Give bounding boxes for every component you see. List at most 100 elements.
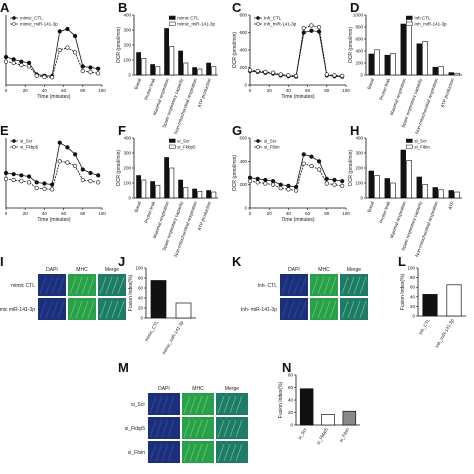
micrograph-streak [39, 300, 47, 319]
bar [178, 179, 184, 199]
data-point [3, 170, 9, 176]
micrograph-streak [111, 276, 119, 295]
y-tick-label: 0 [244, 83, 247, 88]
data-point [247, 175, 253, 180]
data-point [42, 74, 47, 79]
bar [197, 190, 203, 199]
bar [374, 49, 380, 76]
micrograph-streak [281, 276, 289, 295]
y-tick-label: 0 [412, 314, 415, 319]
data-point [317, 29, 322, 34]
bar-chart-N: 0 20 40 60 80 Fusion Index(%) si_Scr si_Fkbp5 si… [278, 373, 360, 446]
bar [169, 167, 175, 199]
y-tick-label: 400 [355, 49, 363, 54]
x-tick-label: 0 [5, 211, 8, 216]
legend-label: si_Scr [177, 138, 190, 143]
bar [384, 54, 390, 76]
micrograph-streak [293, 300, 301, 319]
data-point [42, 186, 47, 191]
micrograph-streak [189, 443, 197, 462]
y-tick-label: 60 [138, 286, 144, 291]
micrograph-streak [45, 276, 53, 295]
micrograph-header: Merge [225, 386, 239, 392]
y-tick-label: 400 [239, 48, 247, 53]
bar [150, 64, 156, 76]
bar [416, 43, 422, 76]
bar [197, 68, 203, 76]
micrograph-tile [148, 417, 180, 439]
legend-label: si_Scr [414, 138, 427, 143]
x-tick-label: 0 [249, 211, 252, 216]
y-tick-label: 600 [239, 30, 247, 35]
y-tick-label: 200 [355, 166, 363, 171]
y-tick-label: 40 [410, 294, 416, 299]
x-tick-label: 100 [98, 88, 106, 93]
bar [432, 187, 438, 199]
micrograph-streak [87, 276, 95, 295]
micrograph-streak [217, 395, 225, 414]
legend-marker [256, 22, 260, 26]
data-point [19, 63, 24, 68]
y-tick-label: 1000 [353, 13, 364, 18]
micrograph-panel-K: DAPI MHC Merge Inh- CTL Inh- miR-141-3p [241, 267, 368, 320]
bar [211, 191, 217, 199]
legend-label: Inh_CTL [264, 16, 282, 21]
micrograph-header: DAPI [288, 267, 300, 273]
y-axis-label: OCR (pmol/min) [348, 150, 354, 186]
micrograph-streak [183, 395, 191, 414]
micrograph-header: MHC [318, 267, 330, 273]
data-point [11, 57, 16, 62]
y-tick-label: 40 [288, 398, 294, 403]
y-tick-label: 0 [128, 196, 131, 201]
micrograph-streak [217, 443, 225, 462]
x-tick-label: Inh_CTL [418, 318, 431, 336]
x-tick-label: 100 [342, 88, 350, 93]
data-point [317, 159, 322, 164]
data-point [278, 72, 283, 77]
panel-letter: H [350, 123, 359, 138]
micrograph-streak [161, 443, 169, 462]
data-point [286, 73, 291, 78]
legend-label: mimic CTL [177, 15, 199, 20]
micrograph-streak [189, 395, 197, 414]
panel-letter: F [118, 123, 126, 138]
y-tick-label: 80 [288, 373, 294, 378]
y-tick-label: 800 [239, 13, 247, 18]
x-axis-label: Time (minutes) [281, 217, 314, 223]
legend-swatch [169, 15, 176, 20]
bar-chart-F: 0 100 200 300 400 OCR (pmol/min) Basal Proton l… [116, 136, 218, 258]
legend-label: mimic_miR-141-3p [177, 21, 215, 26]
line-chart-A: 0 20 40 60 80 100 Time (minutes) mimic_CTLmimic… [3, 15, 106, 100]
data-point [80, 177, 85, 183]
bar [192, 188, 198, 199]
micrograph-streak [75, 300, 83, 319]
data-point [96, 173, 101, 178]
bar [192, 67, 198, 76]
micrograph-streak [341, 300, 349, 319]
legend-label: mimic_miR-141-3p [20, 22, 58, 27]
bar [141, 179, 147, 199]
micrograph-streak [299, 276, 307, 295]
bar [175, 302, 192, 319]
y-axis-label: Fusion Index(%) [278, 381, 284, 418]
x-tick-label: 80 [80, 88, 86, 93]
micrograph-streak [235, 443, 243, 462]
legend-label: mimic_CTL [20, 16, 43, 21]
data-point [255, 68, 260, 74]
micrograph-streak [359, 276, 367, 295]
panel-letter: L [398, 254, 406, 269]
bar [390, 53, 396, 76]
bar [342, 410, 357, 426]
bar [155, 66, 161, 76]
micrograph-streak [183, 443, 191, 462]
micrograph-header: Merge [105, 267, 119, 273]
y-tick-label: 0 [360, 196, 363, 201]
x-tick-label: si_Fkbp5 [315, 427, 329, 446]
micrograph-streak [69, 300, 77, 319]
bar [432, 66, 438, 76]
y-tick-label: 40 [138, 296, 144, 301]
bar [406, 17, 412, 76]
micrograph-streak [149, 395, 157, 414]
data-point [88, 70, 93, 75]
